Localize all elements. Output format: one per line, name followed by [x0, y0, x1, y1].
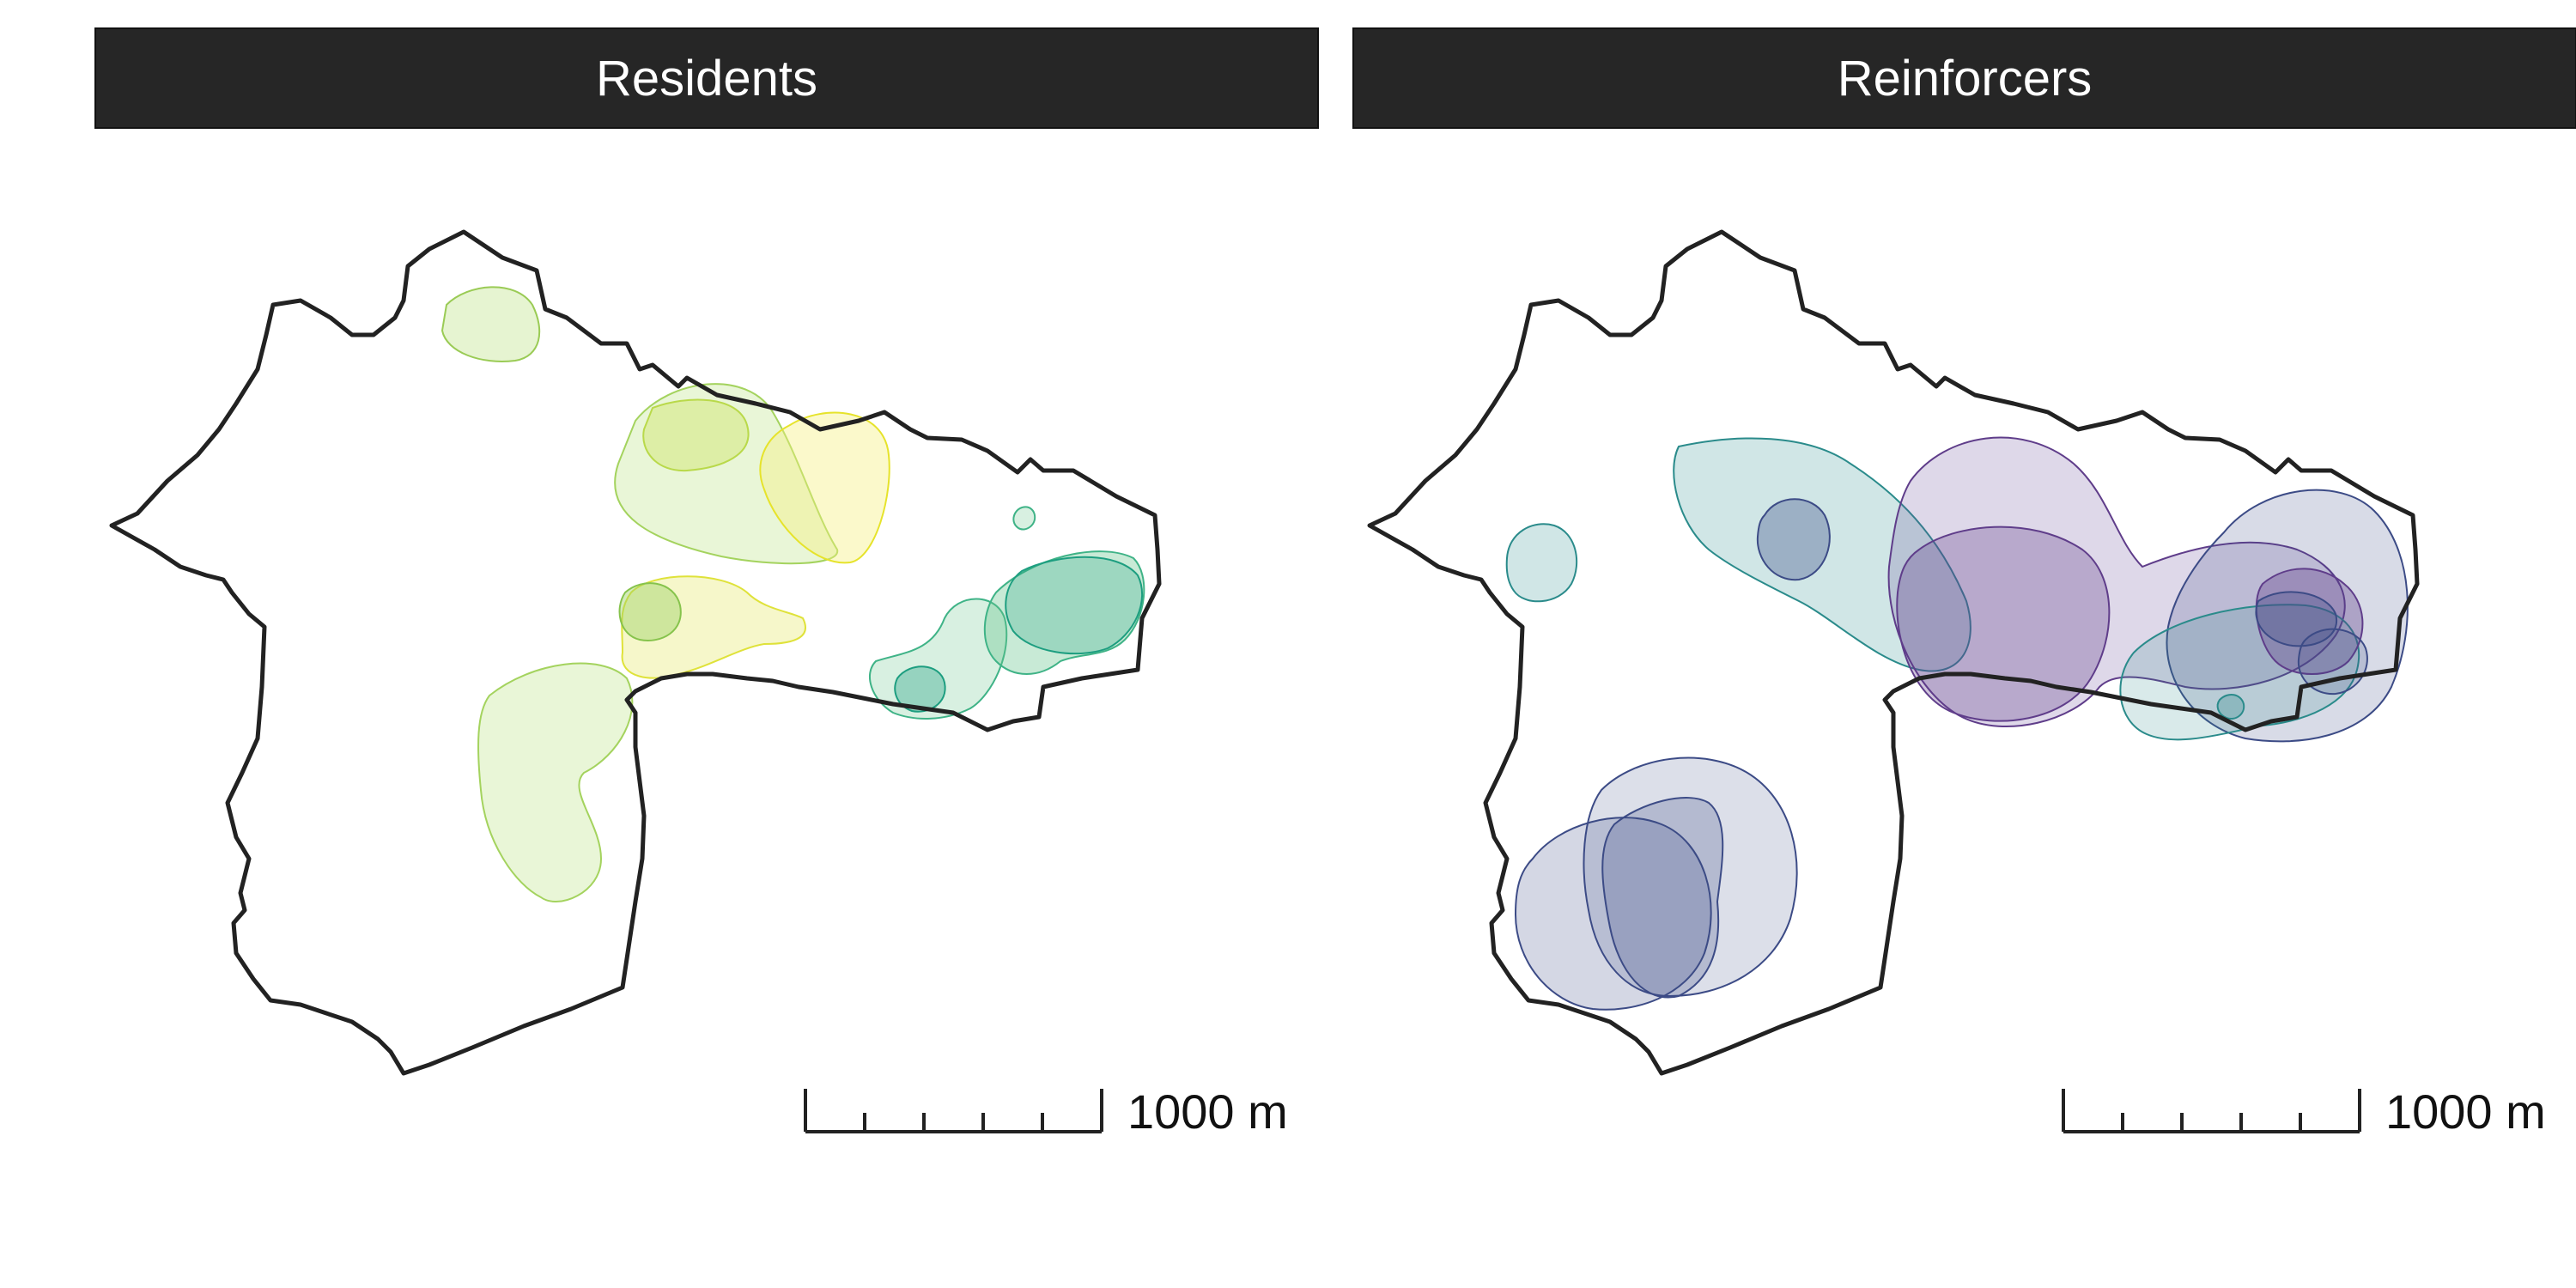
scale-bar: [2062, 1089, 2361, 1133]
home-range-polygon: [983, 550, 1145, 675]
home-range-polygon: [621, 575, 806, 679]
facet-strip: Residents: [94, 27, 1319, 129]
scale-bar: [804, 1089, 1103, 1133]
facet-panel-reinforcers: Reinforcers 1000: [1258, 0, 2576, 1288]
home-range-polygon: [1583, 756, 1798, 998]
home-range-polygon: [2216, 694, 2245, 720]
scale-bar-label: 1000 m: [1127, 1084, 1288, 1139]
home-range-polygon: [1005, 556, 1143, 655]
map-canvas: [109, 229, 1162, 1133]
home-range-polygon: [614, 383, 839, 565]
facet-panel-residents: Residents 1000 m: [0, 0, 1319, 1288]
study-area-boundary: [109, 229, 1162, 1076]
home-range-polygon: [2255, 568, 2364, 675]
home-range-polygon: [1012, 506, 1036, 531]
facet-title: Residents: [596, 50, 817, 106]
map-canvas: [1367, 229, 2420, 1133]
home-range-polygon: [1887, 436, 2346, 727]
home-range-polygon: [477, 662, 634, 902]
home-range-polygon: [1514, 817, 1712, 1011]
home-range-polygons: [440, 286, 1145, 902]
home-range-polygon: [1505, 523, 1578, 603]
home-range-polygon: [440, 286, 541, 362]
home-range-polygon: [1601, 797, 1724, 999]
home-range-polygon: [642, 398, 750, 472]
home-range-polygon: [618, 582, 682, 641]
home-range-polygons: [1505, 436, 2409, 1011]
home-range-polygon: [894, 665, 946, 713]
facet-title: Reinforcers: [1837, 50, 2093, 106]
home-range-polygon: [868, 598, 1008, 720]
facet-strip: Reinforcers: [1352, 27, 2576, 129]
home-range-polygon: [1756, 498, 1831, 581]
study-area-boundary: [1367, 229, 2420, 1076]
scale-bar-label: 1000 m: [2385, 1084, 2546, 1139]
